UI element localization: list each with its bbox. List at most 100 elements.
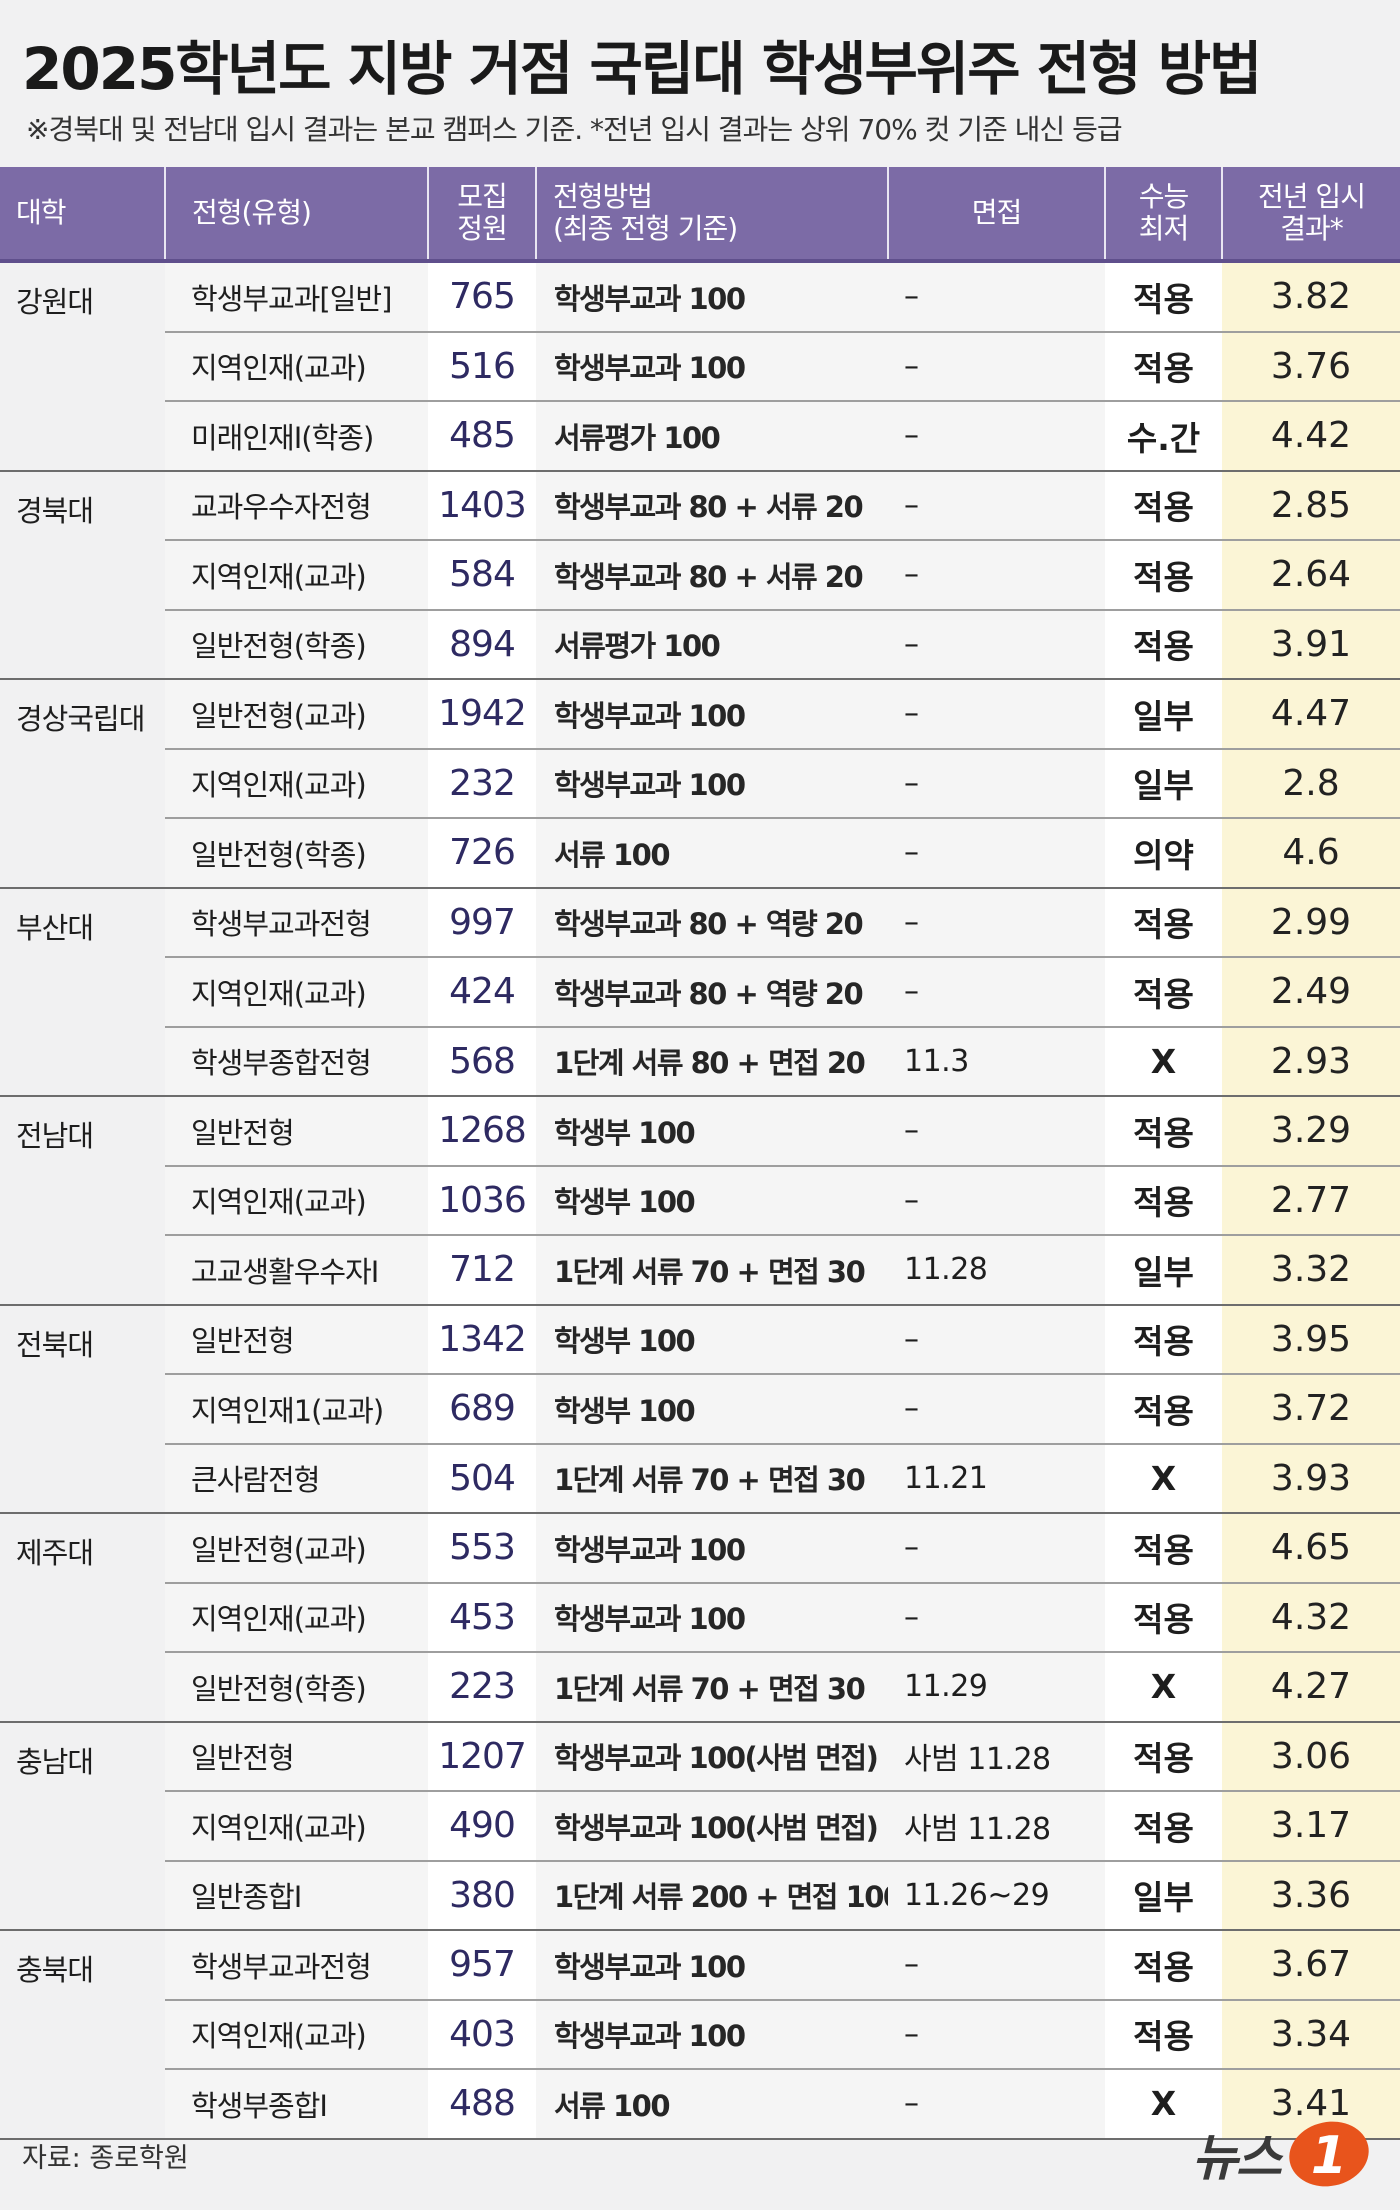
previous-result: 4.27 bbox=[1222, 1652, 1400, 1723]
interview-date: – bbox=[888, 818, 1105, 889]
quota-value: 403 bbox=[428, 1999, 536, 2070]
university-name: 전북대 bbox=[0, 1304, 165, 1514]
interview-date: 11.28 bbox=[888, 1235, 1105, 1306]
table-row: 경상국립대 일반전형(교과) 1942 학생부교과 100– 일부 4.47 bbox=[0, 679, 1400, 889]
previous-result: 3.32 bbox=[1222, 1235, 1400, 1306]
quota-value: 1207 bbox=[428, 1721, 536, 1792]
table-row: 지역인재(교과) 403 학생부교과 100– 적용 3.34 bbox=[0, 1999, 1400, 2070]
csat-minimum: 일부 bbox=[1105, 679, 1222, 750]
selection-method: 학생부교과 100 bbox=[536, 1999, 888, 2070]
university-name: 충북대 bbox=[0, 1930, 165, 2140]
quota-value: 424 bbox=[428, 957, 536, 1028]
header-method: 전형방법 (최종 전형 기준) bbox=[535, 167, 888, 263]
csat-minimum: 적용 bbox=[1105, 1374, 1222, 1445]
table-row: 큰사람전형 504 1단계 서류 70 + 면접 30 11.21 X 3.93 bbox=[0, 1443, 1400, 1514]
interview-date: – bbox=[888, 1999, 1105, 2070]
university-name: 경북대 bbox=[0, 470, 165, 680]
admission-type: 일반전형(학종) bbox=[165, 1652, 428, 1723]
interview-date: – bbox=[888, 1374, 1105, 1445]
selection-method: 학생부교과 100 bbox=[536, 1582, 888, 1653]
quota-value: 1403 bbox=[428, 470, 536, 541]
interview-date: 11.26~29 bbox=[888, 1860, 1105, 1931]
table-row: 지역인재(교과) 490 학생부교과 100(사범 면접) 사범 11.28 적용 3.1… bbox=[0, 1791, 1400, 1862]
interview-date: – bbox=[888, 1304, 1105, 1375]
page-title: 2025학년도 지방 거점 국립대 학생부위주 전형 방법 bbox=[22, 35, 1262, 103]
selection-method: 학생부 100 bbox=[536, 1165, 888, 1236]
quota-value: 453 bbox=[428, 1582, 536, 1653]
csat-minimum: X bbox=[1105, 2069, 1222, 2140]
previous-result: 4.6 bbox=[1222, 818, 1400, 889]
quota-value: 1268 bbox=[428, 1096, 536, 1167]
table-row: 강원대 학생부교과[일반] 765 학생부교과 100– 적용 3.82 bbox=[0, 261, 1400, 472]
csat-minimum: 일부 bbox=[1105, 1235, 1222, 1306]
csat-minimum: 적용 bbox=[1105, 1165, 1222, 1236]
selection-method: 학생부교과 80 + 서류 20 bbox=[536, 540, 888, 611]
previous-result: 2.99 bbox=[1222, 887, 1400, 958]
interview-date: – bbox=[888, 679, 1105, 750]
header-type: 전형(유형) bbox=[164, 167, 428, 263]
quota-value: 488 bbox=[428, 2069, 536, 2140]
admission-type: 학생부교과전형 bbox=[165, 887, 428, 958]
quota-value: 689 bbox=[428, 1374, 536, 1445]
quota-value: 516 bbox=[428, 331, 536, 402]
table-row: 지역인재(교과) 453 학생부교과 100– 적용 4.32 bbox=[0, 1582, 1400, 1653]
csat-minimum: X bbox=[1105, 1652, 1222, 1723]
quota-value: 765 bbox=[428, 261, 536, 333]
selection-method: 학생부교과 100 bbox=[536, 261, 888, 333]
table-row: 지역인재(교과) 424 학생부교과 80 + 역량 20– 적용 2.49 bbox=[0, 957, 1400, 1028]
table-row: 충남대 일반전형 1207 학생부교과 100(사범 면접) 사범 11.28 적용 3.0… bbox=[0, 1721, 1400, 1931]
csat-minimum: X bbox=[1105, 1443, 1222, 1514]
selection-method: 학생부교과 100 bbox=[536, 1513, 888, 1584]
page-subtitle: ※경북대 및 전남대 입시 결과는 본교 캠퍼스 기준. *전년 입시 결과는 … bbox=[26, 113, 1123, 146]
quota-value: 490 bbox=[428, 1791, 536, 1862]
previous-result: 3.67 bbox=[1222, 1930, 1400, 2001]
table-row: 지역인재(교과) 516 학생부교과 100– 적용 3.76 bbox=[0, 331, 1400, 402]
admission-type: 일반전형(교과) bbox=[165, 679, 428, 750]
university-name: 강원대 bbox=[0, 261, 165, 472]
previous-result: 2.49 bbox=[1222, 957, 1400, 1028]
admission-type: 일반전형 bbox=[165, 1304, 428, 1375]
interview-date: 11.3 bbox=[888, 1026, 1105, 1097]
selection-method: 학생부 100 bbox=[536, 1096, 888, 1167]
selection-method: 학생부교과 100(사범 면접) bbox=[536, 1721, 888, 1792]
quota-value: 726 bbox=[428, 818, 536, 889]
university-name: 충남대 bbox=[0, 1721, 165, 1931]
university-name: 전남대 bbox=[0, 1096, 165, 1306]
previous-result: 2.85 bbox=[1222, 470, 1400, 541]
interview-date: 11.21 bbox=[888, 1443, 1105, 1514]
selection-method: 1단계 서류 70 + 면접 30 bbox=[536, 1652, 888, 1723]
admission-type: 일반종합Ⅰ bbox=[165, 1860, 428, 1931]
admission-type: 일반전형(교과) bbox=[165, 1513, 428, 1584]
csat-minimum: 적용 bbox=[1105, 1721, 1222, 1792]
csat-minimum: 적용 bbox=[1105, 1513, 1222, 1584]
previous-result: 3.06 bbox=[1222, 1721, 1400, 1792]
selection-method: 서류 100 bbox=[536, 2069, 888, 2140]
selection-method: 학생부교과 80 + 역량 20 bbox=[536, 957, 888, 1028]
selection-method: 1단계 서류 200 + 면접 100 bbox=[536, 1860, 888, 1931]
selection-method: 학생부교과 100 bbox=[536, 331, 888, 402]
header-csat: 수능 최저 bbox=[1104, 167, 1222, 263]
quota-value: 568 bbox=[428, 1026, 536, 1097]
quota-value: 957 bbox=[428, 1930, 536, 2001]
csat-minimum: 적용 bbox=[1105, 1582, 1222, 1653]
admission-type: 지역인재1(교과) bbox=[165, 1374, 428, 1445]
interview-date: – bbox=[888, 1582, 1105, 1653]
admission-type: 지역인재(교과) bbox=[165, 1582, 428, 1653]
admission-type: 학생부종합전형 bbox=[165, 1026, 428, 1097]
admission-type: 학생부종합Ⅰ bbox=[165, 2069, 428, 2140]
selection-method: 서류평가 100 bbox=[536, 609, 888, 680]
admission-type: 일반전형 bbox=[165, 1096, 428, 1167]
news1-logo: 뉴스 1 bbox=[1192, 2118, 1372, 2190]
table-row: 지역인재1(교과) 689 학생부 100– 적용 3.72 bbox=[0, 1374, 1400, 1445]
interview-date: – bbox=[888, 887, 1105, 958]
quota-value: 553 bbox=[428, 1513, 536, 1584]
csat-minimum: 적용 bbox=[1105, 1096, 1222, 1167]
admission-type: 고교생활우수자Ⅰ bbox=[165, 1235, 428, 1306]
admission-type: 학생부교과[일반] bbox=[165, 261, 428, 333]
quota-value: 712 bbox=[428, 1235, 536, 1306]
table-row: 지역인재(교과) 232 학생부교과 100– 일부 2.8 bbox=[0, 748, 1400, 819]
selection-method: 1단계 서류 70 + 면접 30 bbox=[536, 1235, 888, 1306]
csat-minimum: 적용 bbox=[1105, 331, 1222, 402]
quota-value: 223 bbox=[428, 1652, 536, 1723]
table-row: 전남대 일반전형 1268 학생부 100– 적용 3.29 bbox=[0, 1096, 1400, 1306]
